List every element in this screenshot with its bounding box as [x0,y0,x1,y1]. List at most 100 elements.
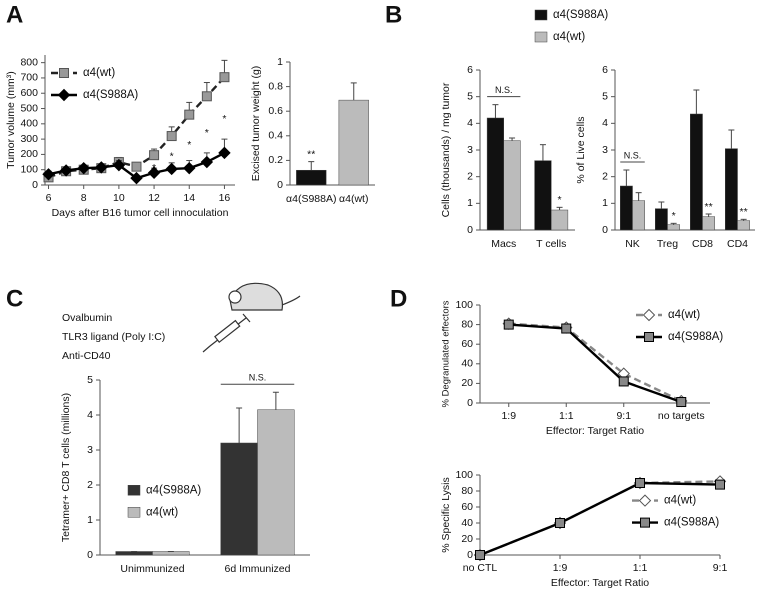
bar [667,224,680,231]
marker [555,518,565,528]
legend-label: α4(S988A) [668,331,723,343]
marker [57,88,71,102]
y-tick-label: 100 [20,163,38,175]
legend-label: α4(wt) [664,495,696,507]
marker [715,479,725,490]
x-tick-label: 6 [46,192,52,204]
y-tick-label: 1 [87,514,93,526]
y-axis-label: Tumor volume (mm³) [5,71,17,169]
y-tick-label: 80 [461,318,473,330]
marker [165,162,178,176]
panel-label: B [385,1,402,28]
y-tick-label: 800 [20,56,38,68]
x-axis-label: Days after B16 tumor cell innoculation [52,207,229,219]
x-tick-label: 9:1 [713,562,728,574]
y-axis-label: % of Live cells [575,116,587,183]
y-tick-label: 0.6 [268,105,283,117]
legend-label: α4(S988A) [553,9,608,21]
marker [131,161,142,172]
bar [152,551,190,556]
x-tick-label: 14 [183,192,195,204]
y-tick-label: 3 [467,144,473,156]
y-axis-label: Excised tumor weight (g) [250,66,262,182]
bar [620,185,633,231]
significance-note: * [558,194,562,206]
treatment-label: TLR3 ligand (Poly I:C) [62,331,165,343]
significance-note: * [187,139,191,151]
treatment-label: Anti-CD40 [62,350,111,362]
marker [59,68,69,78]
marker [200,155,214,169]
bar [257,409,295,556]
legend-label: α4(wt) [668,309,700,321]
x-tick-label: T cells [536,238,566,250]
marker [642,308,656,322]
significance-note: N.S. [495,85,513,95]
x-tick-label: 8 [81,192,87,204]
marker [201,91,212,102]
significance-note: ** [705,201,713,213]
y-axis-label: Cells (thousands) / mg tumor [440,82,452,217]
y-tick-label: 0.4 [268,130,283,142]
significance-note: * [205,127,209,139]
y-tick-label: 2 [602,170,608,182]
series-line [479,481,721,557]
x-tick-label: 9:1 [616,410,631,422]
panel-label: D [390,285,407,312]
x-tick-label: 6d Immunized [225,563,291,575]
y-tick-label: 5 [87,374,93,386]
marker [184,109,195,120]
y-tick-label: 0 [277,179,283,191]
legend-swatch [127,485,141,496]
series-line [508,323,682,404]
y-tick-label: 400 [20,118,38,130]
y-tick-label: 40 [461,517,473,529]
bar [551,209,569,231]
marker [95,161,108,174]
y-tick-label: 3 [602,144,608,156]
x-tick-label: NK [625,238,640,250]
y-axis-label: % Degranulated effectors [441,300,452,407]
series-line [479,480,721,557]
bar [486,117,504,231]
bar [632,200,645,231]
legend-swatch [534,9,548,21]
x-tick-label: Unimmunized [120,563,184,575]
y-tick-label: 100 [455,299,473,311]
x-tick-label: 12 [148,192,160,204]
bar [534,160,552,231]
y-tick-label: 3 [87,444,93,456]
y-tick-label: 200 [20,148,38,160]
y-tick-label: 500 [20,102,38,114]
x-tick-label: 1:9 [501,410,516,422]
bar [220,442,258,556]
y-tick-label: 1 [277,56,283,68]
marker [561,323,572,334]
panel-label: C [6,285,23,312]
legend-swatch [127,507,141,518]
marker [59,164,73,177]
bar [702,216,715,231]
y-tick-label: 0 [602,224,608,236]
y-tick-label: 0 [32,179,38,191]
significance-note: * [170,150,174,162]
y-tick-label: 0 [467,397,473,409]
marker [218,146,231,160]
x-tick-label: α4(wt) [339,193,368,205]
y-tick-label: 5 [467,90,473,102]
x-tick-label: 16 [219,192,231,204]
significance-note: ** [307,148,315,160]
significance-note: * [222,113,226,125]
y-tick-label: 0.8 [268,80,283,92]
legend-label: α4(S988A) [664,517,719,529]
x-tick-label: CD8 [692,238,713,250]
significance-note: * [672,210,676,222]
marker [635,478,645,488]
marker [130,171,143,185]
x-tick-label: 1:1 [559,410,574,422]
x-tick-label: no targets [658,410,705,422]
x-tick-label: Treg [657,238,678,250]
legend-label: α4(wt) [146,506,178,518]
y-tick-label: 600 [20,87,38,99]
marker [640,517,650,528]
